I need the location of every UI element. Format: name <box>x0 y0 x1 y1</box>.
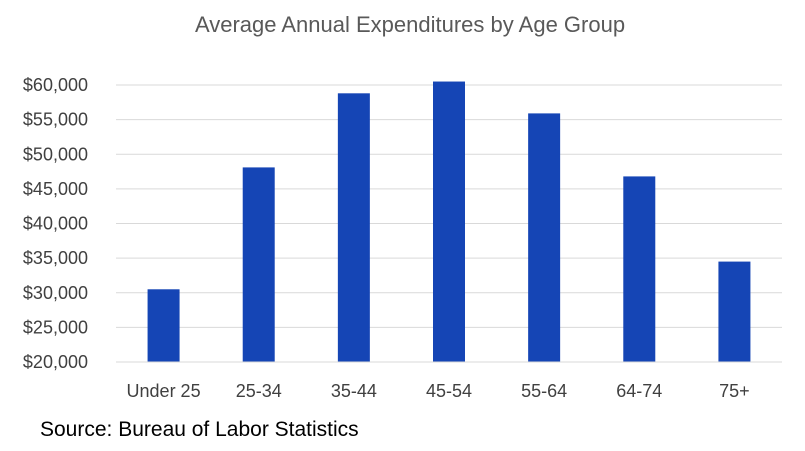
bar <box>623 176 656 362</box>
bar <box>147 289 180 362</box>
y-tick-label: $25,000 <box>23 317 88 337</box>
y-tick-label: $20,000 <box>23 352 88 372</box>
x-tick-label: 45-54 <box>426 381 472 401</box>
y-tick-label: $60,000 <box>23 75 88 95</box>
x-tick-label: 55-64 <box>521 381 567 401</box>
bar <box>337 93 370 362</box>
x-tick-label: 64-74 <box>616 381 662 401</box>
y-axis-ticks: $20,000 $25,000 $30,000 $35,000 $40,000 $45,0… <box>23 75 88 372</box>
x-axis-ticks: Under 25 25-34 35-44 45-54 55-64 64-74 75+ <box>127 381 750 401</box>
x-tick-label: 35-44 <box>331 381 377 401</box>
source-note: Source: Bureau of Labor Statistics <box>40 418 359 441</box>
x-tick-label: Under 25 <box>127 381 201 401</box>
y-tick-label: $45,000 <box>23 179 88 199</box>
y-tick-label: $40,000 <box>23 214 88 234</box>
bar <box>528 113 561 362</box>
y-tick-label: $35,000 <box>23 248 88 268</box>
y-tick-label: $30,000 <box>23 283 88 303</box>
bar <box>433 81 465 362</box>
bar <box>242 167 275 362</box>
y-tick-label: $55,000 <box>23 110 88 130</box>
x-tick-label: 75+ <box>719 381 750 401</box>
bar <box>718 261 751 362</box>
y-tick-label: $50,000 <box>23 144 88 164</box>
x-tick-label: 25-34 <box>236 381 282 401</box>
bars <box>147 81 751 362</box>
chart-title: Average Annual Expenditures by Age Group <box>195 12 625 37</box>
